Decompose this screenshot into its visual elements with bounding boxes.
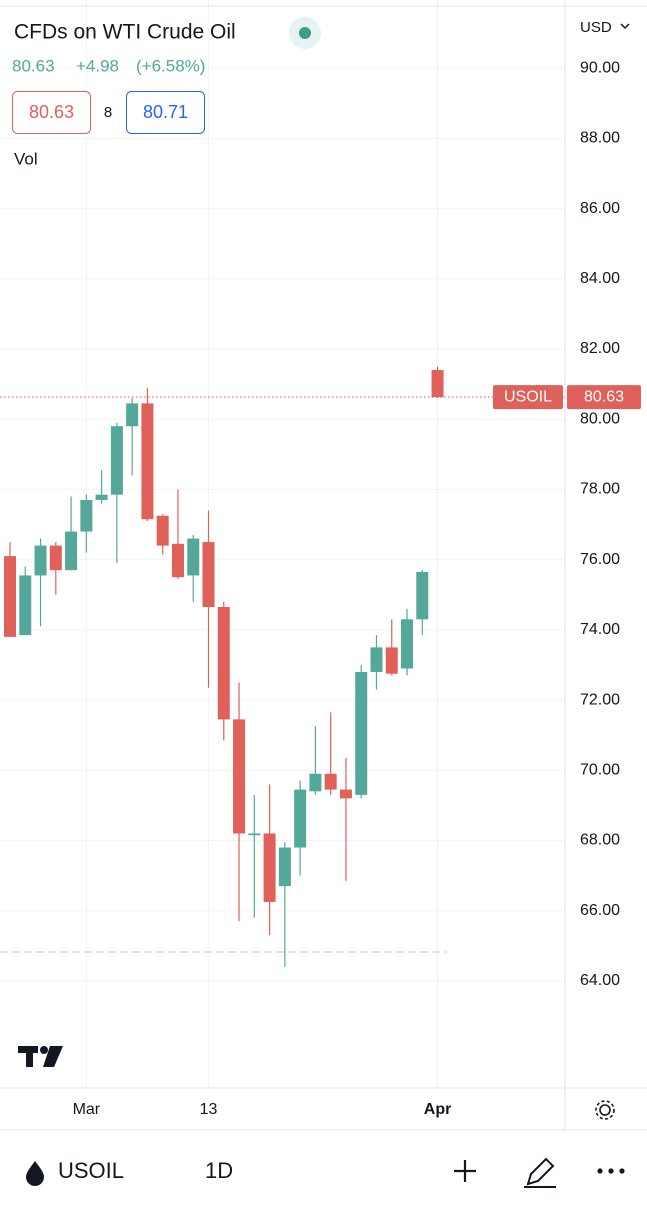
candle-body: [248, 833, 261, 836]
candle-body: [233, 719, 246, 834]
y-tick-label: 74.00: [580, 621, 620, 638]
y-tick-label: 68.00: [580, 832, 620, 849]
candle-body: [324, 773, 337, 790]
x-tick-label: Apr: [424, 1101, 452, 1118]
y-tick-label: 86.00: [580, 200, 620, 217]
candle-body: [156, 515, 169, 546]
toolbar-symbol[interactable]: USOIL: [58, 1158, 124, 1183]
y-tick-label: 84.00: [580, 270, 620, 287]
y-tick-label: 76.00: [580, 551, 620, 568]
market-status-dot: [299, 27, 311, 39]
candle-body: [187, 538, 200, 576]
spread: 8: [104, 104, 112, 121]
symbol-icon: [26, 1161, 44, 1186]
toolbar-interval[interactable]: 1D: [205, 1158, 233, 1183]
candle-body: [339, 789, 352, 799]
y-tick-label: 78.00: [580, 481, 620, 498]
x-tick-label: Mar: [73, 1101, 101, 1118]
candle-body: [217, 607, 230, 720]
price-value-box: [567, 385, 641, 410]
candle-body: [141, 403, 154, 520]
price-change: +4.98: [76, 56, 119, 75]
candle-body: [4, 556, 16, 637]
x-tick-label: 13: [200, 1101, 218, 1118]
sell-button[interactable]: [12, 91, 91, 134]
candle-body: [385, 647, 398, 674]
currency-caret: [620, 23, 630, 30]
y-tick-label: 82.00: [580, 340, 620, 357]
candle-body: [416, 571, 429, 620]
candle-body: [34, 545, 47, 576]
candle-body: [431, 370, 444, 398]
candle-body: [355, 671, 368, 795]
last-price: 80.63: [12, 56, 55, 75]
settings-icon[interactable]: [595, 1100, 615, 1120]
candle-body: [19, 575, 32, 636]
price-symbol-box: [493, 385, 563, 410]
price-symbol: USOIL: [504, 388, 552, 405]
bid-price: 80.63: [29, 102, 74, 122]
tv-logo: [18, 1046, 63, 1067]
candle-body: [370, 647, 383, 672]
candle-body: [65, 531, 78, 571]
candle-body: [171, 543, 184, 578]
candle-body: [278, 847, 291, 887]
y-tick-label: 88.00: [580, 130, 620, 147]
candle-body: [294, 789, 307, 848]
y-tick-label: 70.00: [580, 761, 620, 778]
grid: [0, 0, 565, 1088]
price-change-pct: (+6.58%): [136, 56, 205, 75]
symbol-title: CFDs on WTI Crude Oil: [14, 21, 236, 44]
currency[interactable]: USD: [580, 19, 612, 36]
ask-price: 80.71: [143, 102, 188, 122]
more-icon[interactable]: [597, 1168, 625, 1174]
price-value: 80.63: [584, 388, 624, 405]
candle-body: [309, 773, 322, 792]
candle-body: [126, 403, 139, 427]
y-tick-label: 72.00: [580, 691, 620, 708]
candles: [4, 366, 444, 967]
candle-body: [95, 494, 108, 500]
candle-body: [202, 542, 215, 608]
buy-button[interactable]: [126, 91, 205, 134]
candle-body: [110, 426, 123, 495]
candle-body: [263, 833, 276, 902]
candle-body: [80, 499, 93, 532]
volume-label: Vol: [14, 149, 38, 168]
y-tick-label: 90.00: [580, 59, 620, 76]
add-icon[interactable]: [454, 1160, 476, 1182]
draw-icon[interactable]: [524, 1157, 556, 1188]
y-tick-label: 66.00: [580, 902, 620, 919]
candle-body: [49, 545, 62, 571]
candle-body: [401, 619, 414, 669]
y-tick-label: 64.00: [580, 972, 620, 989]
y-tick-label: 80.00: [580, 410, 620, 427]
